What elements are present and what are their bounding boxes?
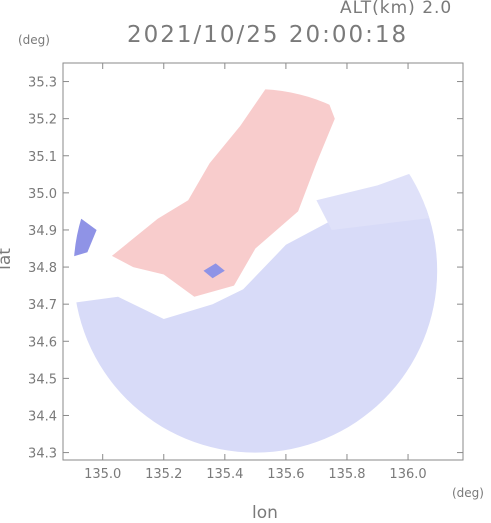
region-east_negative [316,163,438,230]
y-axis-label: lat [0,248,15,270]
x-tick-label: 136.0 [389,467,426,482]
y-tick-label: 34.9 [28,224,57,239]
y-tick-label: 35.2 [28,113,57,128]
y-tick-label: 34.5 [28,372,57,387]
x-tick-label: 135.6 [267,467,304,482]
altitude-label: ALT(km) 2.0 [340,0,453,18]
y-tick-label: 34.6 [28,335,57,350]
y-tick-label: 34.3 [28,447,57,462]
heatmap-field [73,88,438,453]
x-tick-label: 135.2 [145,467,182,482]
x-axis-unit: (deg) [452,486,484,500]
region-center_negative_spot [203,263,225,279]
x-axis-label: lon [252,503,278,523]
y-tick-label: 34.8 [28,261,57,276]
y-axis-unit: (deg) [18,33,50,47]
y-tick-label: 34.4 [28,409,57,424]
y-tick-label: 35.0 [28,187,57,202]
x-tick-label: 135.4 [206,467,243,482]
region-south_negative [73,207,438,453]
plot-frame [62,62,464,461]
region-northwest_positive [111,88,335,297]
y-tick-label: 35.3 [28,76,57,91]
y-tick-label: 35.1 [28,150,57,165]
x-tick-label: 135.8 [328,467,365,482]
region-west_edge_negative [73,218,97,260]
chart-datetime-title: 2021/10/25 20:00:18 [127,22,409,48]
y-tick-label: 34.7 [28,298,57,313]
x-tick-label: 135.0 [84,467,121,482]
region-southeast_positive_spot [356,419,372,438]
